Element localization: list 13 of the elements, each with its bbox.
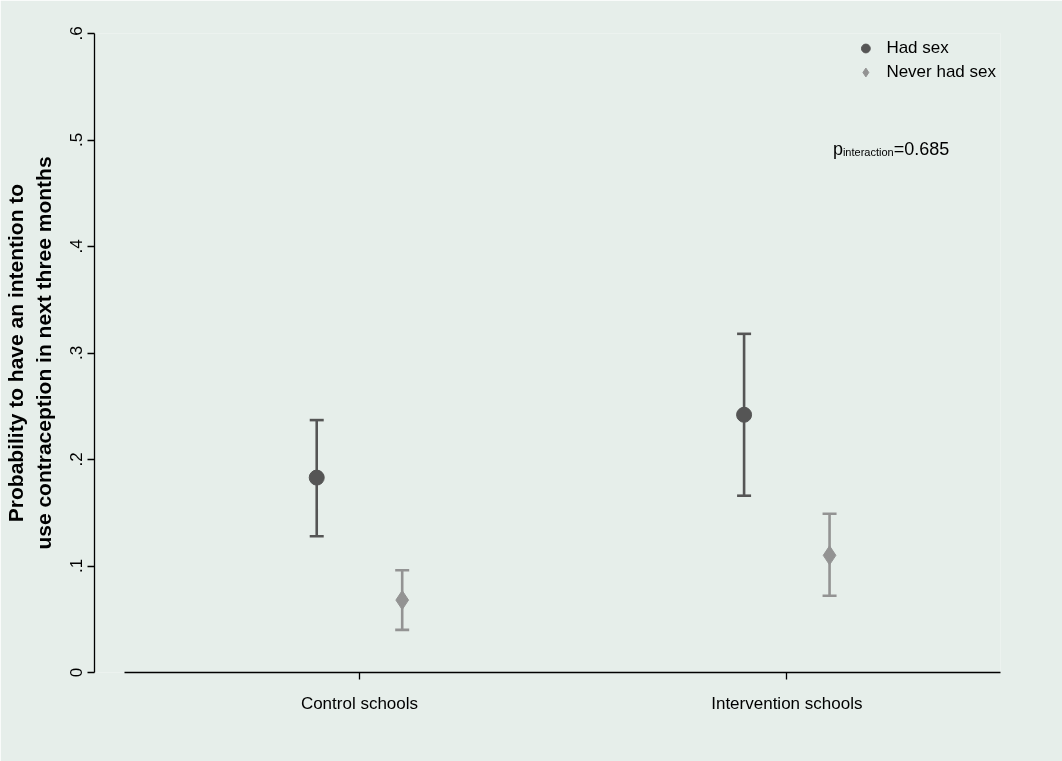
x-tick-label: Intervention schools — [711, 693, 863, 713]
y-tick-label: .2 — [66, 452, 86, 467]
y-tick-label: .3 — [66, 345, 86, 361]
y-axis-title: Probability to have an intention to use contraception in next three months — [3, 156, 55, 550]
x-tick-label: Control schools — [300, 693, 419, 713]
y-tick-label: .4 — [66, 239, 86, 254]
legend-label: Never had sex — [886, 62, 996, 82]
y-tick-label: 0 — [66, 667, 86, 678]
y-tick-label: .1 — [66, 558, 86, 574]
annotation: pinteraction=0.685 — [832, 138, 950, 159]
y-tick-label: .6 — [66, 26, 86, 41]
y-tick-label: .5 — [66, 132, 86, 148]
legend-label: Had sex — [886, 38, 949, 58]
